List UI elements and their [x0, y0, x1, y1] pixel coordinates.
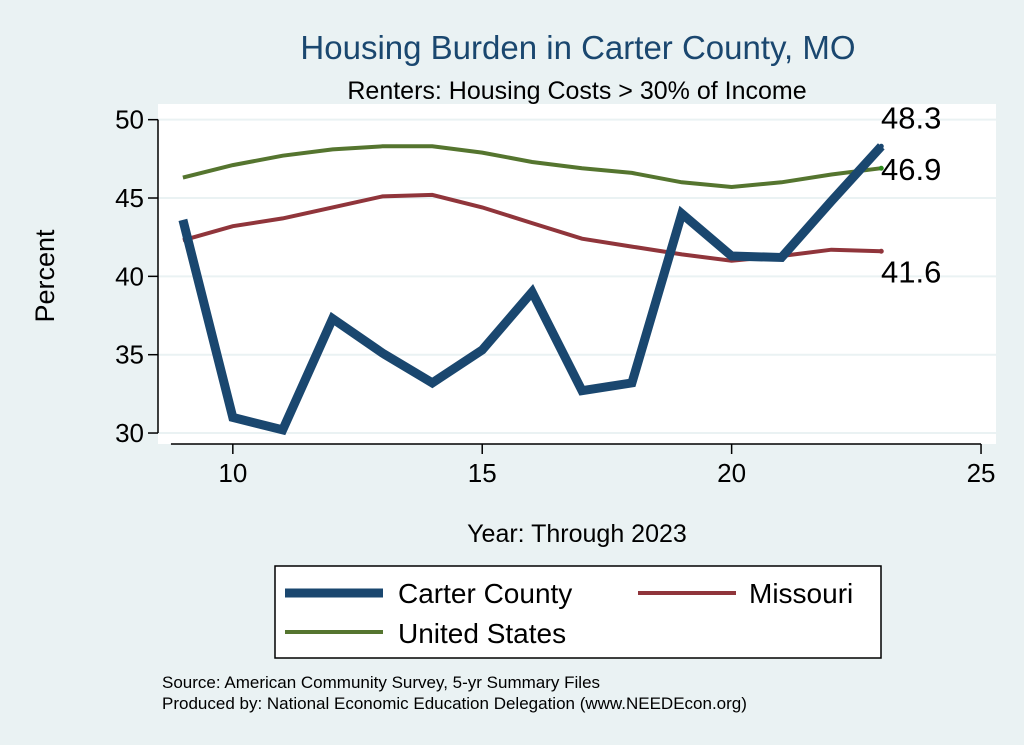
series-line-united-states [182, 144, 882, 190]
series-line-carter-county [178, 143, 885, 436]
x-axis-title: Year: Through 2023 [467, 520, 687, 548]
y-tick-label-40: 40 [115, 261, 144, 291]
x-tick-label-10: 10 [218, 458, 247, 488]
chart-title: Housing Burden in Carter County, MO [300, 29, 855, 66]
x-tick-label-25: 25 [967, 458, 996, 488]
series-end-point-carter-county [878, 143, 884, 149]
gridlines [158, 118, 996, 435]
x-tick-label-20: 20 [717, 458, 746, 488]
end-label-carter-county: 48.3 [881, 100, 941, 135]
y-tick-label-30: 30 [115, 418, 144, 448]
y-tick-label-50: 50 [115, 105, 144, 135]
legend-label-united-states: United States [398, 618, 566, 649]
axes: 30 35 40 45 50 10 15 20 25 [115, 105, 995, 488]
series-layer [178, 143, 885, 436]
legend-label-missouri: Missouri [749, 578, 853, 609]
legend-label-carter-county: Carter County [398, 578, 572, 609]
y-tick-label-35: 35 [115, 340, 144, 370]
producer-note: Produced by: National Economic Education… [162, 694, 747, 713]
y-tick-label-45: 45 [115, 183, 144, 213]
chart-subtitle: Renters: Housing Costs > 30% of Income [347, 77, 806, 105]
source-note: Source: American Community Survey, 5-yr … [162, 673, 600, 692]
end-label-united-states: 46.9 [881, 152, 941, 187]
series-end-point-missouri [878, 248, 884, 254]
end-labels: 48.3 41.6 46.9 [881, 100, 941, 289]
legend: Carter County Missouri United States [274, 565, 882, 659]
x-tick-label-15: 15 [468, 458, 497, 488]
legend-box [274, 565, 882, 659]
series-end-point-united-states [878, 165, 884, 171]
y-axis-title: Percent [30, 229, 60, 323]
end-label-missouri: 41.6 [881, 254, 941, 289]
